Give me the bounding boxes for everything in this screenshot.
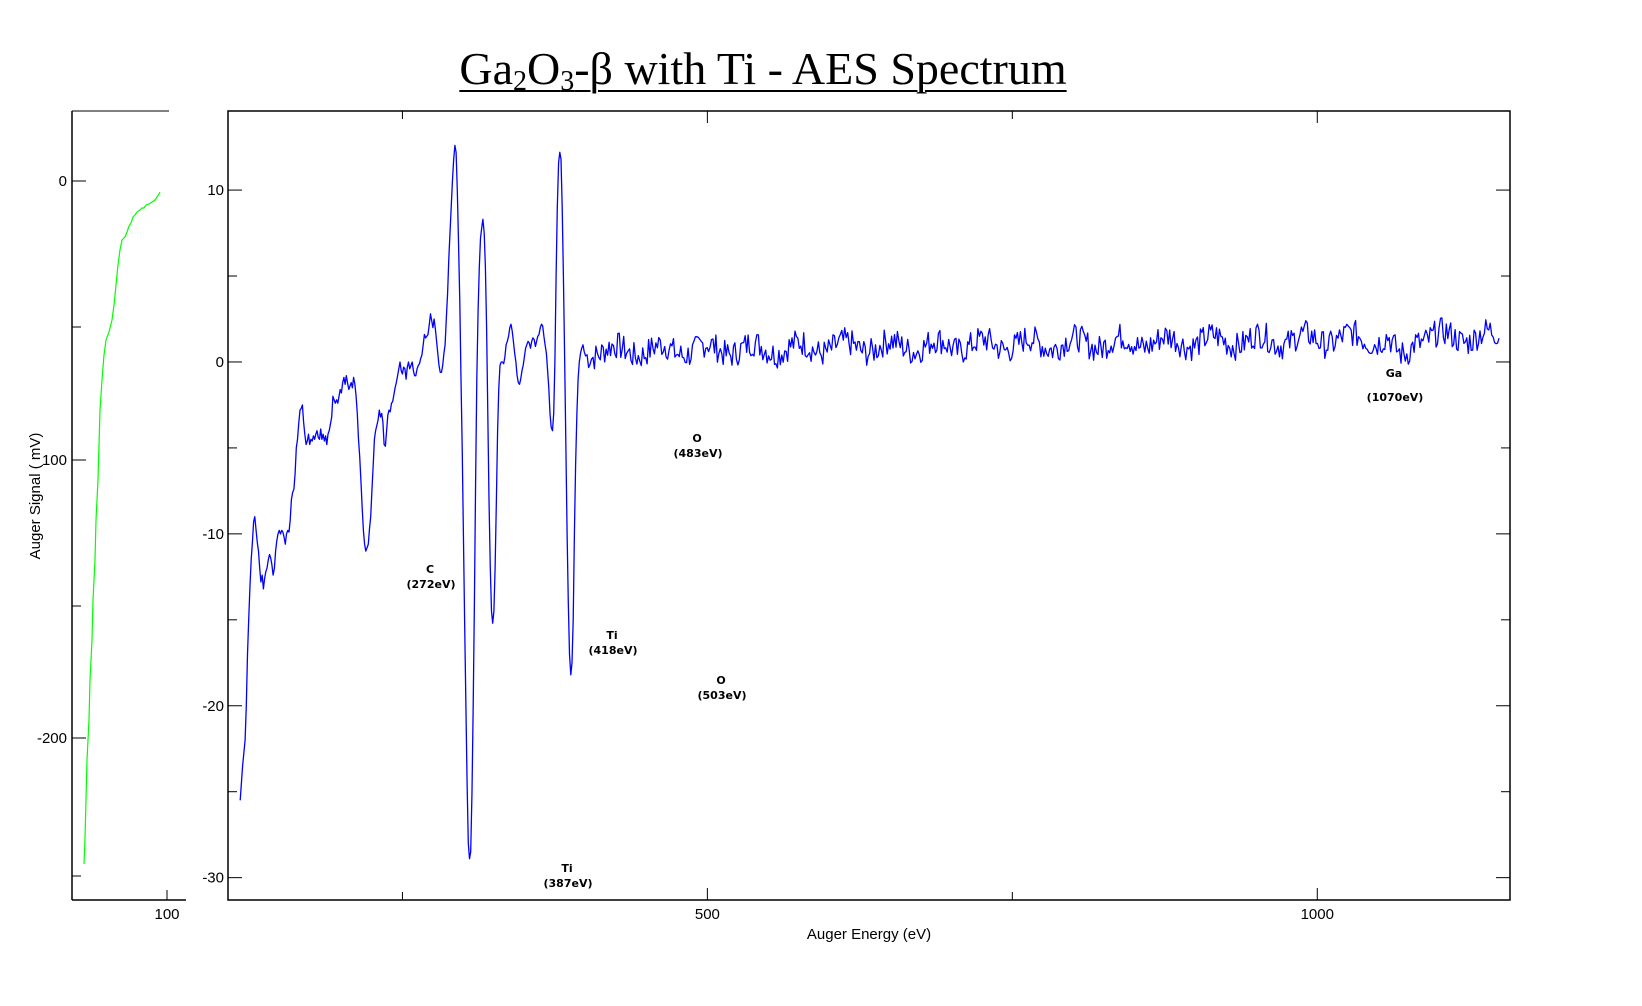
main-x-tick-label: 1000 <box>1301 906 1334 923</box>
chart-title: Ga2O3-β with Ti - AES Spectrum <box>459 43 1067 97</box>
peak-energy: (503eV) <box>698 689 747 702</box>
main-y-tick-label: -10 <box>202 526 224 543</box>
main-y-tick-label: 10 <box>207 182 224 199</box>
main-x-tick-label: 500 <box>695 906 720 923</box>
inset-y-axis-label: Auger Signal ( mV) <box>27 433 44 560</box>
main-y-tick-label: -20 <box>202 698 224 715</box>
peak-energy: (483eV) <box>674 447 723 460</box>
peak-energy: (272eV) <box>407 578 456 591</box>
peak-label: Ti (387eV) <box>544 862 593 890</box>
peak-label: Ti (418eV) <box>589 629 638 657</box>
peak-element: Ti <box>606 629 617 642</box>
inset-y-tick-label: -200 <box>37 730 67 747</box>
peak-energy: (418eV) <box>589 644 638 657</box>
peak-element: Ga <box>1386 367 1402 380</box>
peak-element: Ti <box>561 862 572 875</box>
inset-y-tick-label: 100 <box>42 452 67 469</box>
main-x-axis-label: Auger Energy (eV) <box>807 926 931 943</box>
main-y-tick-label: 0 <box>216 354 224 371</box>
peak-label: Ga (1070eV) <box>1367 367 1424 404</box>
peak-label: C (272eV) <box>407 563 456 591</box>
peak-element: O <box>692 432 701 445</box>
inset-trace-line <box>83 191 161 865</box>
main-panel: 10 0 -10 -20 -30 500 1000 Auger Energy (eV) C… <box>202 110 1511 943</box>
inset-y-tick-label: 0 <box>59 173 67 190</box>
main-y-ticks: 10 0 -10 -20 -30 <box>202 182 1510 887</box>
main-plot-frame <box>227 110 1511 901</box>
peak-element: O <box>716 674 725 687</box>
main-trace-line <box>239 144 1500 860</box>
peak-annotations: C (272eV) Ti (387eV) Ti (418eV) O (483eV) O (503e… <box>407 367 1424 890</box>
peak-label: O (483eV) <box>674 432 723 460</box>
inset-x-tick-label: 100 <box>154 906 179 923</box>
peak-element: C <box>426 563 434 576</box>
main-y-tick-label: -30 <box>202 870 224 887</box>
inset-y-ticks: 0 100 -200 <box>37 173 86 877</box>
main-x-ticks: 500 1000 <box>401 111 1334 923</box>
peak-label: O (503eV) <box>698 674 747 702</box>
inset-panel: 0 100 -200 100 Auger Signal ( mV) <box>27 110 186 923</box>
peak-energy: (1070eV) <box>1367 391 1424 404</box>
peak-energy: (387eV) <box>544 877 593 890</box>
